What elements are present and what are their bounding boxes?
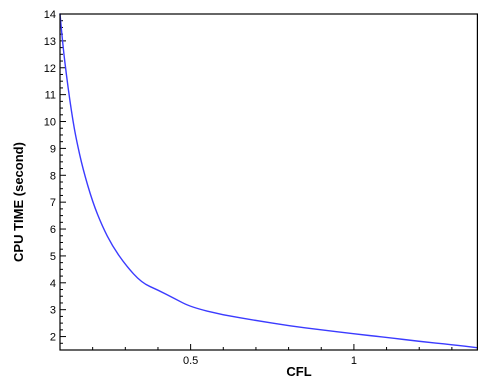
y-tick-label: 10	[44, 117, 56, 129]
y-tick-label: 9	[50, 143, 56, 155]
x-tick-label: 1	[351, 355, 357, 367]
y-tick-label: 11	[45, 90, 56, 102]
y-axis-ticks: 2 3 4 5 6 7 8 9 10 11 12 13 14	[44, 9, 66, 351]
y-tick-label: 8	[50, 170, 56, 182]
x-axis-label: CFL	[286, 364, 311, 379]
y-tick-label: 4	[50, 278, 56, 290]
y-tick-label: 2	[50, 332, 56, 344]
y-tick-label: 6	[50, 224, 56, 236]
y-tick-label: 12	[44, 63, 56, 75]
y-tick-label: 5	[50, 251, 56, 263]
y-axis-label: CPU TIME (second)	[11, 142, 26, 262]
plot-frame	[59, 13, 478, 351]
series-line	[59, 13, 478, 349]
y-tick-label: 13	[44, 36, 56, 48]
y-tick-label: 14	[44, 9, 56, 21]
y-tick-label: 7	[50, 197, 56, 209]
y-tick-label: 3	[50, 305, 56, 317]
x-tick-label: 0.5	[183, 355, 198, 367]
x-axis-ticks: 0.5 1	[92, 344, 453, 367]
